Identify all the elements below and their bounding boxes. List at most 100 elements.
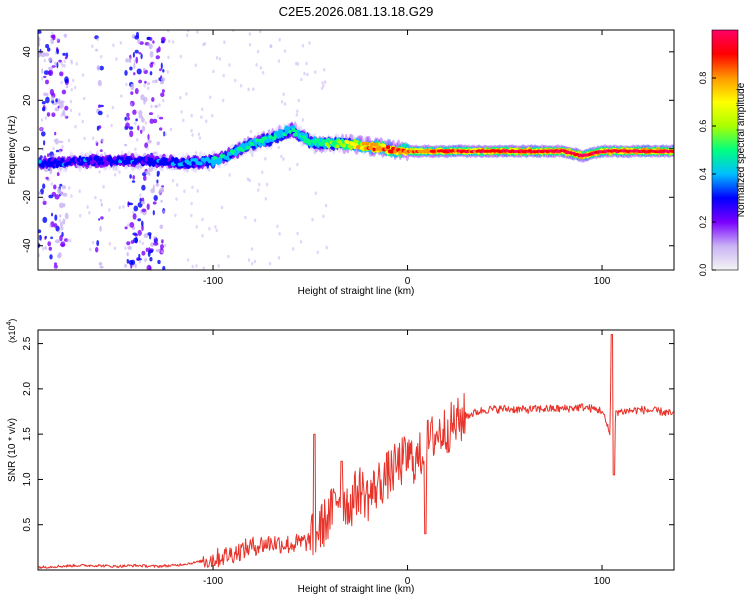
ridge-cell — [163, 157, 168, 162]
noise-speck — [311, 217, 314, 222]
noise-speck — [158, 189, 161, 196]
noise-speck — [159, 127, 163, 131]
noise-speck — [48, 57, 53, 62]
noise-speck — [38, 36, 41, 43]
noise-speck — [42, 183, 46, 189]
noise-speck — [112, 43, 115, 47]
noise-speck — [51, 112, 56, 117]
noise-speck — [248, 178, 251, 183]
noise-speck — [126, 258, 129, 264]
noise-speck — [151, 97, 155, 102]
noise-speck — [141, 208, 147, 213]
noise-speck — [110, 123, 113, 128]
noise-speck — [63, 63, 66, 68]
noise-speck — [161, 185, 165, 188]
noise-speck — [98, 104, 101, 108]
noise-speck — [63, 33, 67, 38]
noise-speck — [167, 30, 170, 33]
noise-speck — [205, 119, 208, 123]
noise-speck — [251, 261, 254, 266]
ridge-cell — [191, 161, 197, 166]
noise-speck — [59, 100, 63, 104]
noise-speck — [62, 218, 66, 225]
noise-speck — [61, 89, 67, 95]
snr-x-axis: -100 0 100 — [203, 330, 611, 587]
noise-speck — [239, 83, 243, 88]
noise-speck — [91, 240, 95, 245]
noise-speck — [282, 157, 285, 161]
noise-speck — [157, 259, 161, 265]
noise-speck — [69, 99, 73, 104]
noise-speck — [125, 58, 129, 63]
spectrogram-heatmap — [38, 30, 674, 270]
noise-speck — [124, 246, 127, 250]
noise-speck — [248, 42, 252, 47]
noise-speck — [133, 72, 136, 76]
noise-speck — [45, 44, 50, 49]
ridge-cell — [212, 156, 217, 160]
noise-speck — [265, 182, 269, 187]
noise-speck — [119, 41, 123, 45]
spectrogram-y-tick-label: -20 — [22, 190, 33, 205]
noise-speck — [58, 252, 62, 258]
noise-speck — [154, 79, 158, 84]
noise-speck — [58, 202, 64, 209]
noise-speck — [253, 218, 257, 223]
noise-speck — [162, 69, 165, 73]
noise-speck — [154, 104, 158, 109]
noise-speck — [53, 267, 57, 270]
noise-speck — [52, 146, 55, 151]
noise-speck — [139, 193, 142, 197]
ridge-cell — [342, 143, 347, 148]
noise-speck — [130, 102, 133, 107]
noise-speck — [91, 44, 94, 48]
noise-speck — [54, 194, 60, 200]
noise-speck — [64, 105, 69, 111]
noise-speck — [306, 72, 309, 77]
noise-speck — [156, 174, 160, 177]
noise-speck — [60, 113, 63, 118]
noise-speck — [257, 188, 260, 192]
noise-speck — [41, 101, 46, 105]
spectrogram-y-axis: -40 -20 0 20 40 — [22, 46, 674, 253]
colorbar-ticks: 0.0 0.2 0.4 0.6 0.8 — [698, 72, 716, 276]
noise-speck — [44, 106, 48, 111]
noise-speck — [86, 205, 89, 209]
noise-speck — [138, 239, 142, 244]
noise-speck — [172, 40, 175, 44]
ridge-cell — [95, 157, 100, 162]
noise-speck — [69, 238, 72, 243]
ridge-cell — [359, 146, 364, 150]
noise-speck — [252, 87, 255, 91]
spectrogram-y-label: Frequency (Hz) — [7, 116, 18, 185]
noise-speck — [70, 194, 73, 198]
noise-speck — [143, 99, 146, 105]
noise-speck — [164, 243, 167, 248]
noise-speck — [78, 189, 81, 193]
noise-speck — [152, 79, 155, 84]
noise-speck — [125, 122, 130, 129]
noise-speck — [143, 67, 146, 72]
noise-speck — [56, 37, 59, 42]
noise-speck — [47, 66, 53, 71]
noise-speck — [247, 258, 251, 262]
noise-speck — [111, 105, 115, 110]
noise-speck — [246, 177, 250, 181]
noise-speck — [141, 241, 145, 246]
noise-speck — [124, 143, 128, 147]
noise-speck — [49, 254, 53, 260]
noise-speck — [45, 79, 49, 85]
noise-speck — [149, 62, 154, 68]
ridge-cell — [76, 158, 81, 163]
noise-speck — [186, 33, 189, 37]
noise-speck — [160, 92, 165, 98]
noise-speck — [67, 138, 71, 143]
noise-speck — [132, 232, 137, 236]
noise-speck — [56, 48, 60, 55]
noise-speck — [54, 214, 58, 221]
ridge-cell — [120, 156, 124, 161]
noise-speck — [218, 57, 222, 61]
noise-speck — [258, 182, 261, 187]
noise-speck — [43, 70, 49, 75]
noise-speck — [301, 118, 305, 122]
